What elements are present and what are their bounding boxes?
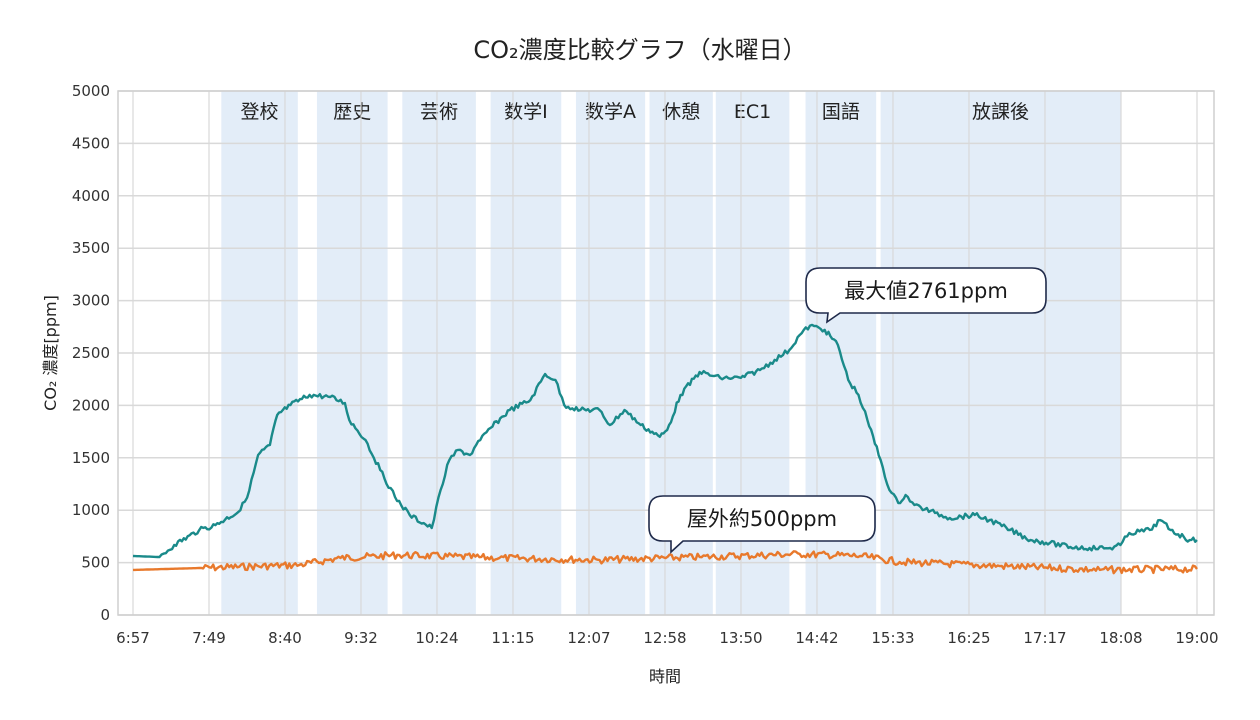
y-tick-label: 0 — [100, 606, 110, 624]
y-axis-ticks: 0 500 1000 1500 2000 2500 3000 3500 4000 4500 5000 — [72, 82, 110, 624]
period-label: 歴史 — [333, 101, 371, 123]
callout-bubble — [648, 495, 876, 554]
period-label: 放課後 — [972, 101, 1029, 123]
period-label: 数学A — [585, 101, 636, 123]
x-tick-label: 7:49 — [192, 629, 226, 647]
y-tick-label: 1500 — [72, 449, 110, 467]
x-tick-label: 17:17 — [1023, 629, 1066, 647]
x-tick-label: 13:50 — [719, 629, 762, 647]
outdoor-series-line — [133, 550, 1198, 575]
x-tick-label: 11:15 — [491, 629, 534, 647]
callout-bubble — [805, 267, 1047, 324]
x-tick-label: 16:25 — [947, 629, 990, 647]
y-tick-label: 4500 — [72, 134, 110, 152]
x-tick-label: 19:00 — [1175, 629, 1218, 647]
period-label: 休憩 — [662, 101, 700, 123]
x-tick-label: 8:40 — [268, 629, 302, 647]
x-tick-label: 6:57 — [116, 629, 150, 647]
x-tick-label: 10:24 — [415, 629, 458, 647]
y-tick-label: 500 — [81, 554, 110, 572]
period-label: 登校 — [241, 101, 279, 123]
period-label: 数学Ⅰ — [504, 101, 548, 123]
callout-label: 屋外約500ppm — [687, 507, 837, 531]
y-axis-label: CO₂ 濃度[ppm] — [41, 295, 60, 411]
chart-title: CO₂濃度比較グラフ（水曜日） — [473, 36, 806, 64]
y-tick-label: 4000 — [72, 187, 110, 205]
x-axis-label: 時間 — [649, 667, 681, 686]
x-tick-label: 18:08 — [1099, 629, 1142, 647]
y-tick-label: 3000 — [72, 292, 110, 310]
period-label: 国語 — [822, 101, 860, 123]
series-lines — [132, 323, 1198, 575]
period-label: EC1 — [734, 101, 771, 123]
plot-border — [117, 90, 1215, 616]
y-tick-label: 5000 — [72, 82, 110, 100]
x-tick-label: 12:07 — [567, 629, 610, 647]
y-tick-label: 2000 — [72, 396, 110, 414]
x-tick-label: 14:42 — [795, 629, 838, 647]
callouts: 最大値2761ppm 屋外約500ppm — [648, 267, 1047, 554]
indoor-series-line — [132, 323, 1198, 559]
x-axis-ticks: 6:57 7:49 8:40 9:32 10:24 11:15 12:07 12:58 13:5… — [116, 629, 1218, 647]
y-tick-label: 3500 — [72, 239, 110, 257]
x-tick-label: 12:58 — [643, 629, 686, 647]
y-tick-label: 1000 — [72, 501, 110, 519]
period-label: 芸術 — [420, 101, 458, 123]
y-tick-label: 2500 — [72, 344, 110, 362]
x-tick-label: 15:33 — [871, 629, 914, 647]
callout-label: 最大値2761ppm — [844, 279, 1008, 303]
x-tick-label: 9:32 — [344, 629, 378, 647]
